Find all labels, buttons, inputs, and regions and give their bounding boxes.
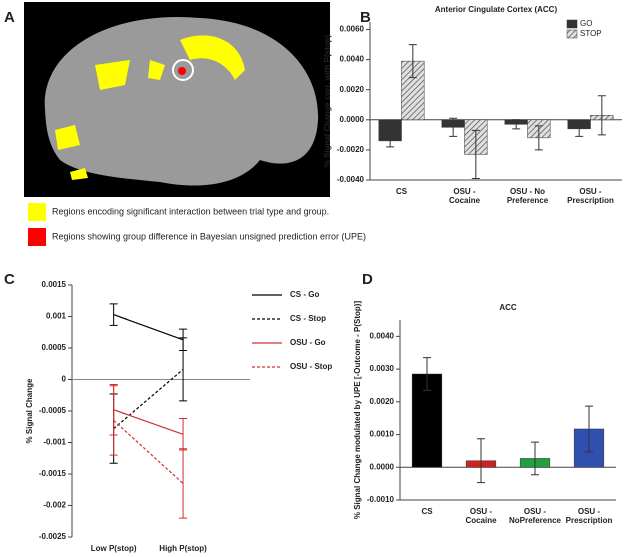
line [113, 420, 184, 484]
highlight-circle [172, 59, 194, 81]
panel-label: B [360, 9, 371, 26]
x-tick-label: OSU - No [510, 187, 545, 196]
legend-text: STOP [580, 29, 602, 38]
error-bar [408, 44, 417, 79]
y-tick-label: 0.0010 [370, 430, 395, 439]
x-tick-label: CS [421, 507, 433, 516]
x-tick-label: OSU - [524, 507, 547, 516]
legend-text: GO [580, 19, 592, 28]
y-tick-label: 0 [62, 375, 67, 384]
legend-swatch [566, 29, 578, 39]
y-tick-label: -0.0005 [39, 406, 67, 415]
y-tick-label: 0.0040 [370, 331, 395, 340]
x-tick-label: Cocaine [465, 516, 497, 525]
y-tick-label: 0.0020 [370, 397, 395, 406]
chart-title: Anterior Cingulate Cortex (ACC) [435, 5, 558, 14]
legend-text: CS - Go [290, 290, 319, 299]
error-bar [179, 448, 188, 519]
y-tick-label: -0.0040 [337, 175, 365, 184]
legend-swatch [28, 203, 46, 221]
y-axis-label: % Signal Change [25, 378, 34, 443]
error-bar [477, 438, 485, 484]
line [113, 409, 184, 435]
x-tick-label: Cocaine [449, 196, 481, 205]
y-tick-label: -0.0020 [337, 145, 365, 154]
y-tick-label: 0.0005 [42, 343, 67, 352]
legend-swatch [28, 228, 46, 246]
y-tick-label: -0.0025 [39, 532, 67, 541]
error-bar [179, 337, 188, 402]
x-tick-label: OSU - [579, 187, 602, 196]
error-bar [531, 441, 539, 476]
error-bar [575, 120, 584, 137]
error-bar [512, 119, 521, 130]
x-tick-label: Preference [507, 196, 549, 205]
y-tick-label: 0.001 [46, 312, 67, 321]
line [113, 368, 184, 430]
x-tick-label: OSU - [453, 187, 476, 196]
error-bar [423, 357, 431, 391]
error-bar [109, 385, 118, 456]
line [113, 314, 184, 341]
legend-swatch [566, 19, 578, 29]
x-tick-label: OSU - [578, 507, 601, 516]
y-tick-label: 0.0000 [370, 462, 395, 471]
x-tick-label: Prescription [567, 196, 614, 205]
y-tick-label: -0.001 [43, 438, 66, 447]
y-tick-label: 0.0020 [340, 85, 365, 94]
error-bar [597, 95, 606, 136]
legend-text: CS - Stop [290, 314, 326, 323]
error-bar [386, 134, 395, 148]
legend-text: OSU - Stop [290, 362, 332, 371]
brain-surface [44, 16, 319, 186]
y-tick-label: -0.002 [43, 501, 66, 510]
panel-label: C [4, 271, 15, 288]
chart-title: ACC [499, 303, 517, 312]
y-axis-label: % Signal Change corr. with P(stop) [323, 34, 332, 167]
legend-text: OSU - Go [290, 338, 326, 347]
error-bar [449, 117, 458, 137]
x-tick-label: CS [396, 187, 408, 196]
error-bar [471, 129, 480, 179]
error-bar [109, 303, 118, 326]
x-tick-label: Prescription [566, 516, 613, 525]
y-tick-label: -0.0015 [39, 469, 67, 478]
y-tick-label: -0.0010 [367, 495, 395, 504]
y-tick-label: 0.0015 [42, 280, 67, 289]
legend-text: Regions showing group difference in Baye… [52, 231, 366, 241]
x-tick-label: Low P(stop) [91, 544, 137, 553]
panel-label: D [362, 271, 373, 288]
legend-text: Regions encoding significant interaction… [52, 206, 329, 216]
x-tick-label: High P(stop) [159, 544, 207, 553]
x-tick-label: NoPreference [509, 516, 562, 525]
error-bar [534, 125, 543, 151]
red-region [178, 67, 186, 75]
y-tick-label: 0.0030 [370, 364, 395, 373]
error-bar [585, 405, 593, 453]
y-tick-label: 0.0060 [340, 25, 365, 34]
panel-label: A [4, 9, 15, 26]
y-axis-label: % Signal Change modulated by UPE [-Outco… [353, 301, 362, 520]
error-bar [179, 418, 188, 451]
x-tick-label: OSU - [470, 507, 493, 516]
y-tick-label: 0.0000 [340, 115, 365, 124]
yellow-region [55, 35, 245, 181]
y-tick-label: 0.0040 [340, 55, 365, 64]
